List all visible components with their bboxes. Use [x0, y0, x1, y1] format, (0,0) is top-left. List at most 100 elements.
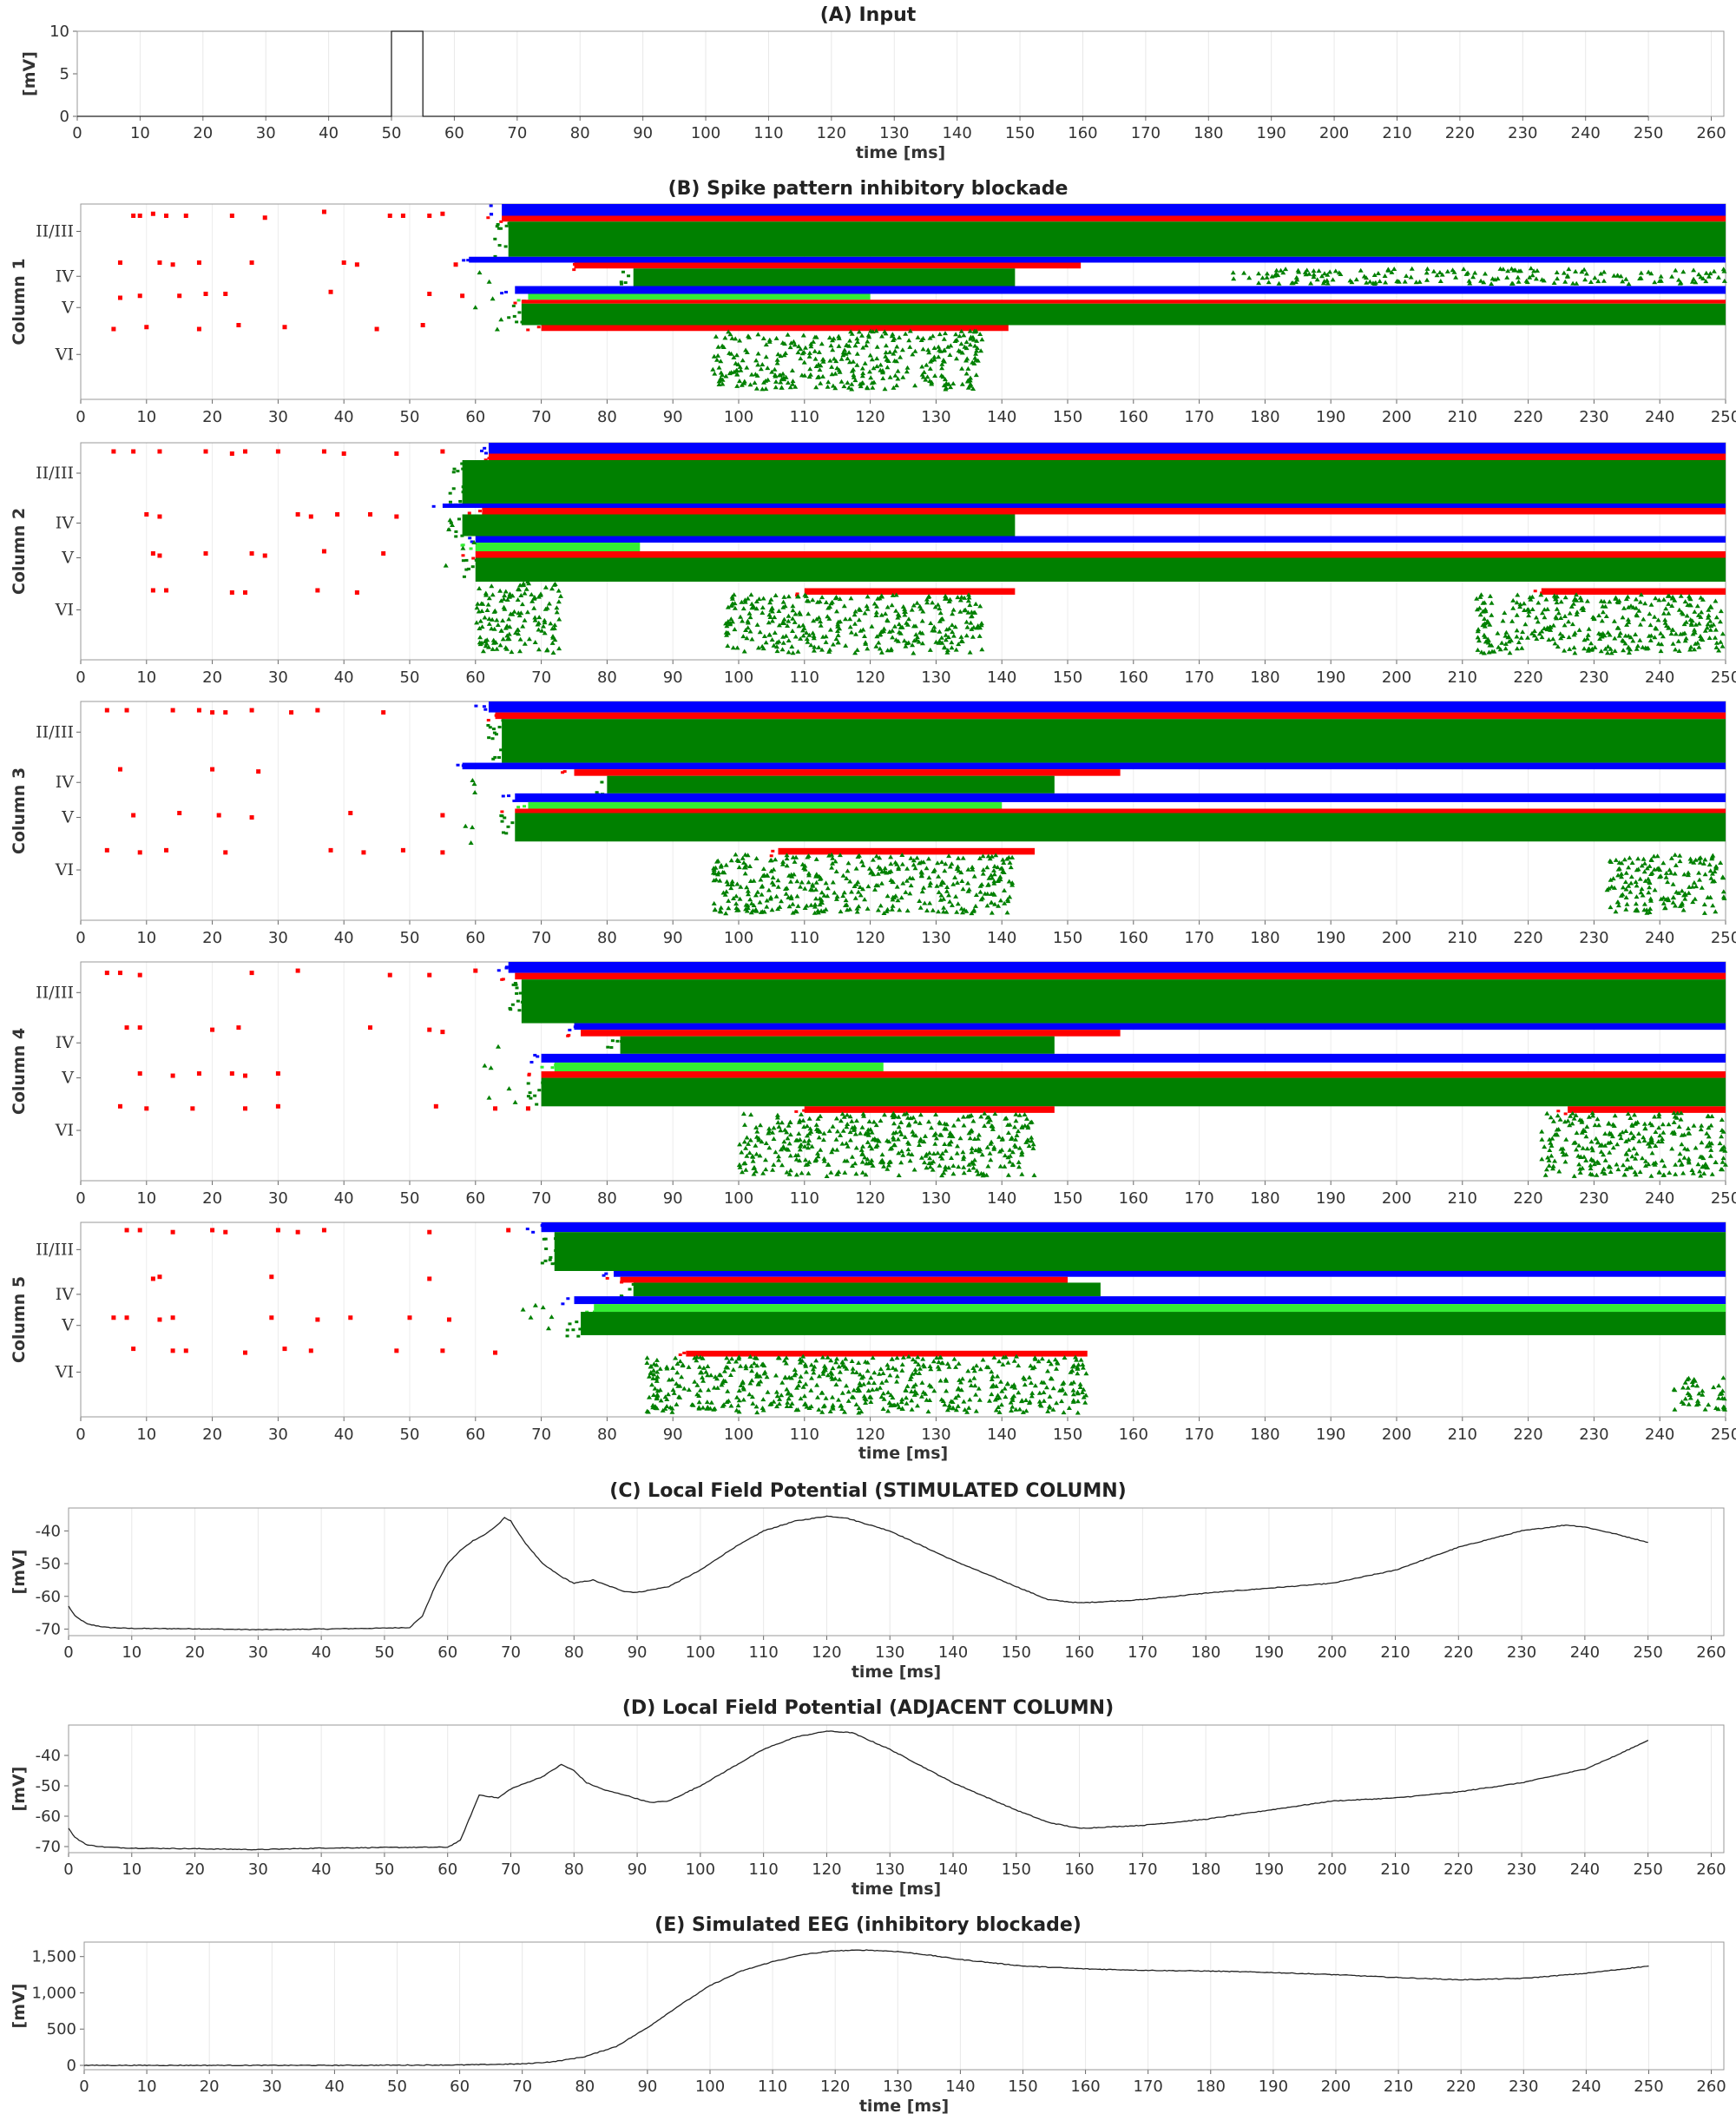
spike-triangle — [1489, 649, 1495, 654]
spike-triangle — [898, 1131, 904, 1136]
spike-triangle — [1028, 1380, 1034, 1385]
spike-red — [321, 1228, 326, 1233]
spike-triangle — [1516, 279, 1522, 284]
spike-triangle — [1604, 887, 1610, 892]
spike-triangle — [823, 1395, 829, 1400]
spike-triangle — [506, 636, 512, 642]
spike-triangle — [815, 1154, 821, 1159]
spike-triangle — [770, 1167, 776, 1172]
spike-triangle — [896, 1150, 902, 1156]
spike-triangle — [497, 642, 503, 648]
x-tick-label: 70 — [507, 124, 527, 142]
spike-dot — [504, 290, 509, 293]
spike-triangle — [890, 903, 896, 908]
spike-triangle — [531, 605, 537, 610]
layer-label: II/III — [36, 722, 74, 741]
spike-dot — [518, 991, 523, 995]
spike-triangle — [813, 616, 819, 622]
spike-triangle — [984, 903, 990, 908]
spike-triangle — [1655, 1139, 1661, 1143]
spike-triangle — [844, 1383, 849, 1388]
spike-triangle — [1691, 1123, 1697, 1128]
spike-triangle — [781, 616, 787, 622]
y-tick-label: 0 — [60, 108, 69, 126]
layer-label: VI — [55, 345, 74, 364]
spike-triangle — [518, 593, 524, 597]
spike-triangle — [710, 366, 716, 372]
spike-triangle — [1636, 1131, 1641, 1136]
spike-triangle — [1682, 638, 1688, 643]
spike-triangle — [839, 1362, 845, 1367]
spike-triangle — [1592, 1123, 1598, 1128]
spike-triangle — [1719, 1391, 1725, 1396]
spike-triangle — [930, 1167, 936, 1172]
spike-triangle — [856, 1360, 862, 1365]
spike-dot — [460, 534, 464, 537]
spike-triangle — [928, 359, 934, 364]
spike-triangle — [793, 1407, 799, 1413]
spike-triangle — [529, 598, 536, 603]
spike-triangle — [725, 882, 731, 886]
spike-triangle — [941, 336, 947, 341]
spike-triangle — [734, 645, 740, 650]
spike-band-red — [521, 300, 1726, 304]
spike-triangle — [1546, 637, 1552, 642]
spike-triangle — [849, 1394, 855, 1399]
spike-triangle — [1623, 886, 1629, 892]
spike-triangle — [1696, 272, 1702, 277]
spike-triangle — [808, 1387, 814, 1393]
spike-triangle — [825, 1354, 831, 1360]
spike-triangle — [935, 1150, 941, 1156]
spike-triangle — [917, 1143, 922, 1147]
spike-triangle — [804, 598, 810, 603]
spike-triangle — [651, 1372, 657, 1377]
spike-triangle — [744, 885, 750, 890]
spike-band-edge — [460, 543, 473, 550]
spike-triangle — [792, 859, 798, 864]
spike-dot — [520, 1000, 524, 1004]
spike-triangle — [554, 609, 560, 615]
spike-triangle — [753, 1169, 759, 1174]
spike-triangle — [1677, 1151, 1683, 1156]
spike-triangle — [1623, 1138, 1629, 1143]
spike-triangle — [773, 335, 779, 340]
spike-triangle — [1070, 1398, 1076, 1403]
spike-triangle — [707, 1406, 713, 1411]
spike-triangle — [991, 892, 997, 897]
spike-triangle — [536, 615, 542, 620]
spike-triangle — [990, 875, 995, 880]
spike-triangle — [1713, 644, 1720, 649]
spike-triangle — [754, 889, 760, 894]
spike-dot — [528, 1091, 532, 1095]
spike-triangle — [1535, 268, 1540, 273]
spike-triangle — [1590, 1113, 1596, 1118]
spike-triangle — [787, 1153, 793, 1158]
spike-triangle — [790, 608, 796, 613]
layer-label: VI — [55, 1121, 74, 1140]
spike-triangle — [1592, 644, 1598, 649]
spike-triangle — [1641, 907, 1647, 912]
spike-dot — [507, 221, 511, 225]
spike-triangle — [827, 647, 832, 652]
spike-triangle — [1293, 274, 1299, 280]
spike-dot — [513, 981, 517, 984]
spike-red — [117, 295, 122, 300]
spike-band-edge — [467, 510, 483, 515]
spike-dot — [542, 1237, 546, 1241]
spike-red — [111, 326, 116, 332]
spike-triangle — [1539, 635, 1545, 640]
spike-dot — [486, 719, 490, 722]
spike-band-edge — [513, 301, 517, 305]
spike-triangle — [1605, 644, 1611, 649]
spike-triangle — [818, 1147, 824, 1152]
spike-triangle — [813, 385, 819, 390]
spike-triangle — [1409, 266, 1415, 271]
spike-triangle — [664, 1397, 670, 1401]
spike-dot — [515, 320, 519, 324]
spike-triangle — [1050, 1386, 1056, 1391]
spike-triangle — [1672, 1387, 1678, 1393]
spike-triangle — [1003, 1394, 1009, 1399]
spike-triangle — [807, 372, 813, 377]
spike-triangle — [1653, 596, 1659, 601]
